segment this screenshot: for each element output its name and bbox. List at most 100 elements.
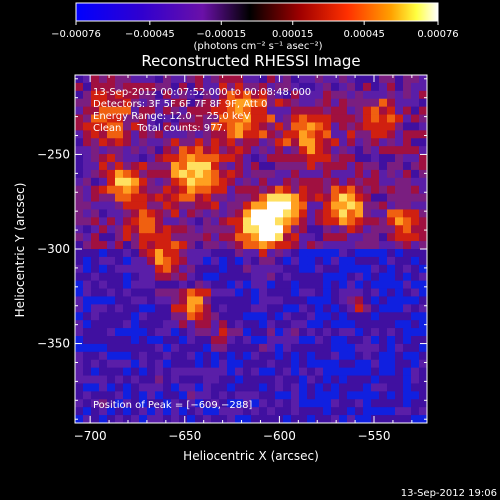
heatmap-cell xyxy=(99,162,108,171)
heatmap-cell xyxy=(403,114,412,123)
heatmap-cell xyxy=(403,375,412,384)
heatmap-cell xyxy=(403,383,412,392)
heatmap-cell xyxy=(331,209,340,218)
heatmap-cell xyxy=(131,225,140,234)
heatmap-cell xyxy=(419,359,427,369)
heatmap-cell xyxy=(179,272,188,282)
heatmap-cell xyxy=(347,82,356,92)
heatmap-cell xyxy=(323,90,332,100)
heatmap-cell xyxy=(99,359,108,369)
heatmap-cell xyxy=(379,367,388,376)
heatmap-cell xyxy=(283,367,292,376)
heatmap-cell xyxy=(251,256,260,266)
heatmap-cell xyxy=(387,312,396,321)
heatmap-cell xyxy=(283,359,292,369)
heatmap-cell xyxy=(219,209,228,218)
heatmap-cell xyxy=(267,82,276,92)
heatmap-cell xyxy=(267,122,276,131)
heatmap-cell xyxy=(275,249,284,258)
heatmap-cell xyxy=(315,138,324,147)
heatmap-cell xyxy=(147,98,156,108)
heatmap-cell xyxy=(363,106,372,115)
heatmap-cell xyxy=(187,304,196,313)
heatmap-cell xyxy=(211,217,220,226)
heatmap-cell xyxy=(275,407,284,416)
heatmap-cell xyxy=(75,225,84,234)
heatmap-cell xyxy=(83,320,92,329)
heatmap-cell xyxy=(339,288,348,297)
heatmap-cell xyxy=(291,304,300,313)
heatmap-cell xyxy=(211,138,220,147)
y-axis-ticks: −250−300−350 xyxy=(37,78,427,420)
heatmap-cell xyxy=(307,122,316,131)
heatmap-cell xyxy=(91,304,100,313)
heatmap-cell xyxy=(307,280,316,289)
heatmap-cell xyxy=(227,201,236,210)
heatmap-cell xyxy=(99,296,108,305)
heatmap-cell xyxy=(371,193,380,202)
heatmap-cell xyxy=(211,177,220,187)
heatmap-cell xyxy=(211,225,220,234)
heatmap-cell xyxy=(307,391,316,400)
heatmap-cell xyxy=(299,320,308,329)
heatmap-cell xyxy=(235,114,244,123)
heatmap-cell xyxy=(219,336,228,345)
heatmap-cell xyxy=(147,288,156,297)
heatmap-cell xyxy=(131,407,140,416)
heatmap-cell xyxy=(307,249,316,258)
heatmap-cell xyxy=(203,209,212,218)
heatmap-cell xyxy=(131,106,140,115)
heatmap-cell xyxy=(403,201,412,210)
heatmap-cell xyxy=(315,193,324,202)
heatmap-cell xyxy=(331,138,340,147)
heatmap-cell xyxy=(251,185,260,195)
heatmap-cell xyxy=(123,312,132,321)
heatmap-cell xyxy=(259,241,268,250)
heatmap-cell xyxy=(315,225,324,234)
heatmap-cell xyxy=(171,185,180,195)
heatmap-cell xyxy=(323,272,332,282)
heatmap-cell xyxy=(115,280,124,289)
heatmap-cell xyxy=(171,201,180,210)
heatmap-cell xyxy=(347,383,356,392)
heatmap-cell xyxy=(75,114,84,123)
heatmap-cell xyxy=(331,241,340,250)
heatmap-cell xyxy=(323,336,332,345)
heatmap-cell xyxy=(179,106,188,115)
heatmap-cell xyxy=(107,177,116,187)
heatmap-cell xyxy=(227,122,236,131)
heatmap-cell xyxy=(347,296,356,305)
heatmap-cell xyxy=(371,391,380,400)
heatmap-cell xyxy=(355,249,364,258)
heatmap-cell xyxy=(363,312,372,321)
heatmap-cell xyxy=(219,320,228,329)
heatmap-cell xyxy=(171,130,180,139)
heatmap-cell xyxy=(219,217,228,226)
heatmap-cell xyxy=(211,241,220,250)
heatmap-cell xyxy=(283,241,292,250)
heatmap-cell xyxy=(171,90,180,100)
heatmap-cell xyxy=(131,304,140,313)
heatmap-cell xyxy=(83,233,92,242)
heatmap-cell xyxy=(163,264,172,274)
heatmap-cell xyxy=(355,114,364,123)
heatmap-cell xyxy=(91,209,100,218)
heatmap-cell xyxy=(379,288,388,297)
heatmap-cell xyxy=(91,296,100,305)
heatmap-cell xyxy=(211,169,220,179)
heatmap-cell xyxy=(419,233,427,242)
heatmap-cell xyxy=(75,233,84,242)
heatmap-cell xyxy=(107,407,116,416)
heatmap-cell xyxy=(163,162,172,171)
heatmap-cell xyxy=(267,264,276,274)
heatmap-cell xyxy=(91,75,100,84)
annotation-clean-counts: Clean Total counts: 977. xyxy=(93,123,226,134)
heatmap-cell xyxy=(419,296,427,305)
heatmap-cell xyxy=(307,169,316,179)
heatmap-cell xyxy=(139,415,148,423)
heatmap-cell xyxy=(139,264,148,274)
heatmap-cell xyxy=(251,375,260,384)
heatmap-cell xyxy=(219,375,228,384)
heatmap-cell xyxy=(259,296,268,305)
heatmap-cell xyxy=(363,130,372,139)
